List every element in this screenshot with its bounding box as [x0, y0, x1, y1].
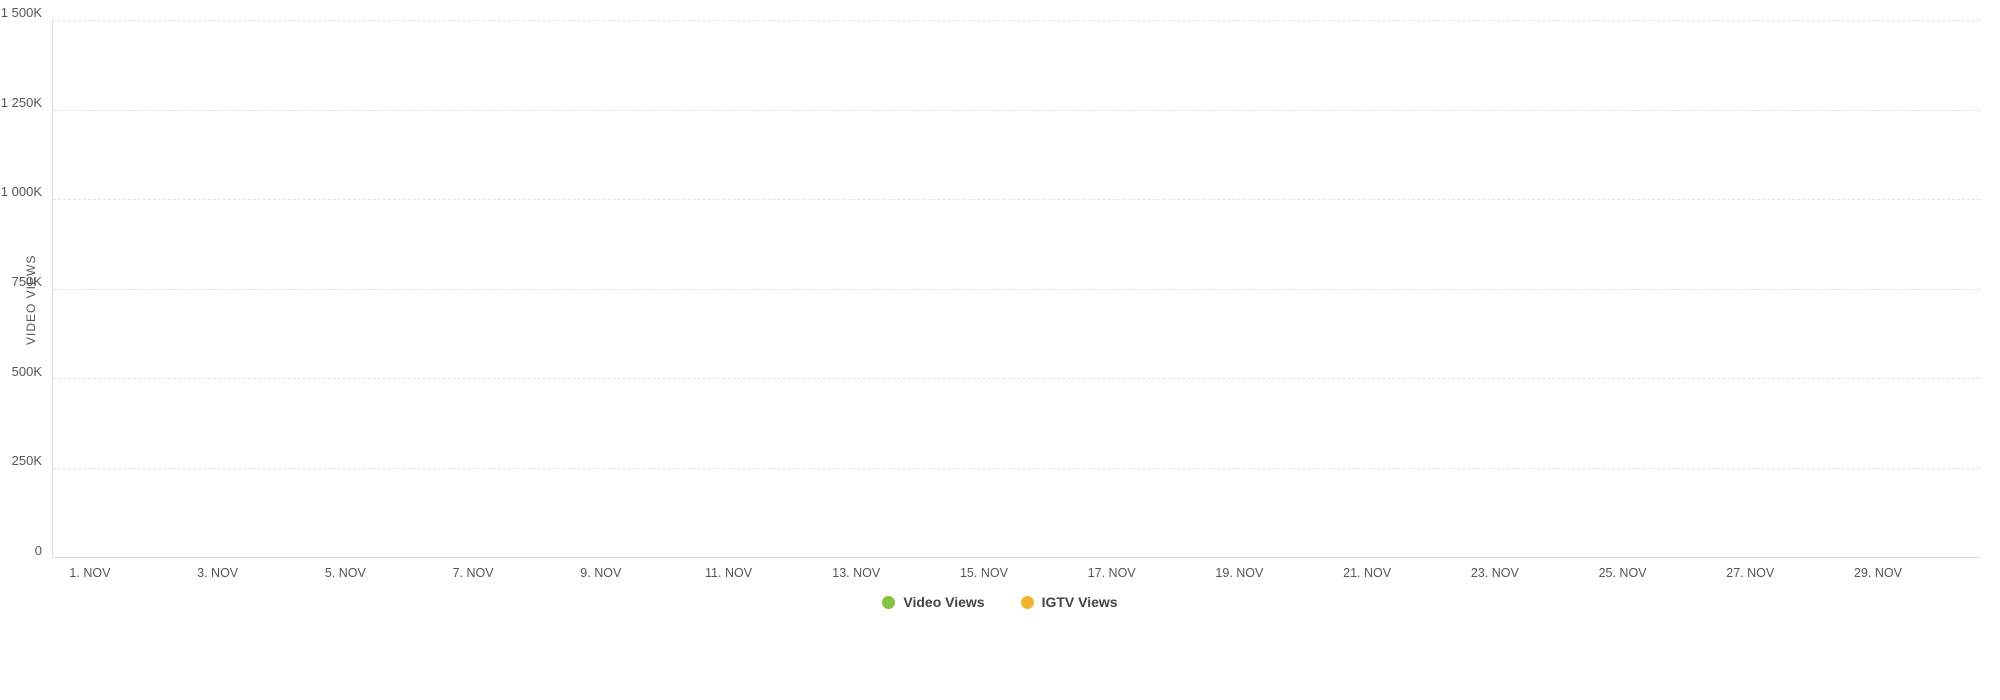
bar-slot	[250, 20, 314, 557]
x-axis: 1. NOV2. NOV3. NOV4. NOV5. NOV6. NOV7. N…	[52, 558, 1980, 580]
bar-slot	[314, 20, 378, 557]
bar-slot	[697, 20, 761, 557]
bar-slot	[1208, 20, 1272, 557]
bar-slot	[1655, 20, 1719, 557]
plot-area	[52, 20, 1980, 558]
x-tick: 7. NOV	[441, 566, 505, 580]
bar-slot	[1080, 20, 1144, 557]
x-tick: 3. NOV	[186, 566, 250, 580]
bar-slot	[1782, 20, 1846, 557]
bar-slot	[1910, 20, 1974, 557]
bar-slot	[1399, 20, 1463, 557]
bar-slot	[1463, 20, 1527, 557]
x-tick: 27. NOV	[1718, 566, 1782, 580]
x-tick: 25. NOV	[1591, 566, 1655, 580]
legend-swatch	[882, 596, 895, 609]
video-views-chart: VIDEO VIEWS 1 500K1 250K1 000K750K500K25…	[20, 20, 1980, 610]
legend: Video Views IGTV Views	[20, 580, 1980, 610]
bar-slot	[1016, 20, 1080, 557]
x-tick: 5. NOV	[313, 566, 377, 580]
bar-slot	[378, 20, 442, 557]
x-tick: 1. NOV	[58, 566, 122, 580]
x-tick: 21. NOV	[1335, 566, 1399, 580]
y-axis: 1 500K1 250K1 000K750K500K250K0	[42, 20, 52, 558]
bar-slot	[123, 20, 187, 557]
bar-slot	[442, 20, 506, 557]
x-tick: 11. NOV	[697, 566, 761, 580]
x-tick: 29. NOV	[1846, 566, 1910, 580]
bar-slot	[761, 20, 825, 557]
bar-slot	[1527, 20, 1591, 557]
legend-item[interactable]: IGTV Views	[1021, 594, 1118, 610]
legend-swatch	[1021, 596, 1034, 609]
bar-slot	[1591, 20, 1655, 557]
bar-slot	[1144, 20, 1208, 557]
bar-slot	[889, 20, 953, 557]
bar-slot	[953, 20, 1017, 557]
x-tick: 13. NOV	[824, 566, 888, 580]
bar-slot	[1272, 20, 1336, 557]
bar-slot	[1719, 20, 1783, 557]
bar-slot	[506, 20, 570, 557]
bar-slot	[59, 20, 123, 557]
x-tick: 15. NOV	[952, 566, 1016, 580]
bar-slot	[570, 20, 634, 557]
bar-slot	[1846, 20, 1910, 557]
bar-slot	[1336, 20, 1400, 557]
legend-label: IGTV Views	[1042, 594, 1118, 610]
legend-label: Video Views	[903, 594, 984, 610]
x-tick: 23. NOV	[1463, 566, 1527, 580]
bar-slot	[825, 20, 889, 557]
bars-container	[53, 20, 1980, 557]
x-tick: 17. NOV	[1080, 566, 1144, 580]
legend-item[interactable]: Video Views	[882, 594, 984, 610]
x-tick: 9. NOV	[569, 566, 633, 580]
bar-slot	[187, 20, 251, 557]
x-tick: 19. NOV	[1207, 566, 1271, 580]
bar-slot	[633, 20, 697, 557]
